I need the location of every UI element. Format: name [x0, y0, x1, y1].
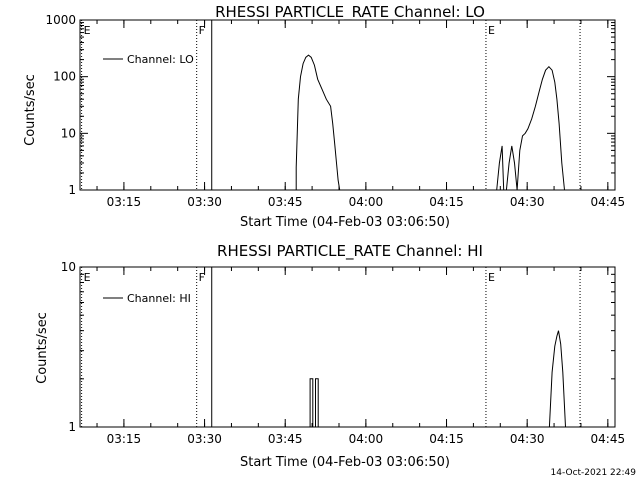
y-tick-label-hi: 1	[68, 420, 76, 434]
x-axis-label-hi: Start Time (04-Feb-03 03:06:50)	[240, 455, 450, 470]
y-tick-label-lo: 1000	[45, 13, 76, 27]
x-tick-label-lo: 04:15	[429, 195, 464, 209]
chart-title-lo: RHESSI PARTICLE_RATE Channel: LO	[215, 3, 485, 22]
x-tick-label-lo: 03:45	[268, 195, 303, 209]
panel-hi: RHESSI PARTICLE_RATE Channel: HI Start T…	[35, 242, 625, 470]
y-tick-label-lo: 100	[53, 70, 76, 84]
series-line-lo	[496, 65, 565, 191]
event-marker-label-hi: E	[84, 271, 91, 284]
timestamp-label: 14-Oct-2021 22:49	[551, 468, 637, 478]
event-marker-label-hi: E	[488, 271, 495, 284]
panel-lo: RHESSI PARTICLE_RATE Channel: LO Start T…	[23, 3, 625, 230]
y-axis-label-lo: Counts/sec	[23, 74, 38, 146]
legend-entry-hi: Channel: HI	[127, 292, 191, 305]
x-tick-label-lo: 03:30	[187, 195, 222, 209]
x-tick-label-lo: 04:30	[510, 195, 545, 209]
x-tick-label-hi: 04:00	[349, 432, 384, 446]
x-tick-label-lo: 03:15	[107, 195, 142, 209]
legend-entry-lo: Channel: LO	[127, 53, 194, 66]
y-tick-label-lo: 10	[61, 126, 76, 140]
x-tick-label-lo: 04:45	[591, 195, 626, 209]
event-marker-label-lo: E	[488, 24, 495, 37]
x-axis-label-lo: Start Time (04-Feb-03 03:06:50)	[240, 215, 450, 230]
x-tick-label-hi: 04:30	[510, 432, 545, 446]
y-axis-label-hi: Counts/sec	[35, 312, 50, 384]
event-marker-label-hi: F	[199, 271, 205, 284]
event-marker-label-lo: F	[199, 24, 205, 37]
x-tick-label-hi: 03:30	[187, 432, 222, 446]
x-tick-label-lo: 04:00	[349, 195, 384, 209]
series-line-hi	[548, 330, 566, 428]
y-tick-label-hi: 10	[61, 260, 76, 274]
x-tick-label-hi: 03:45	[268, 432, 303, 446]
plot-frame-lo	[79, 19, 616, 191]
series-line-lo	[295, 54, 341, 191]
x-tick-label-hi: 04:15	[429, 432, 464, 446]
series-line-hi	[309, 378, 319, 428]
event-marker-label-lo: E	[84, 24, 91, 37]
x-tick-label-hi: 03:15	[107, 432, 142, 446]
x-tick-label-hi: 04:45	[591, 432, 626, 446]
y-tick-label-lo: 1	[68, 183, 76, 197]
chart-title-hi: RHESSI PARTICLE_RATE Channel: HI	[217, 242, 483, 261]
plot-frame-hi	[79, 266, 616, 428]
